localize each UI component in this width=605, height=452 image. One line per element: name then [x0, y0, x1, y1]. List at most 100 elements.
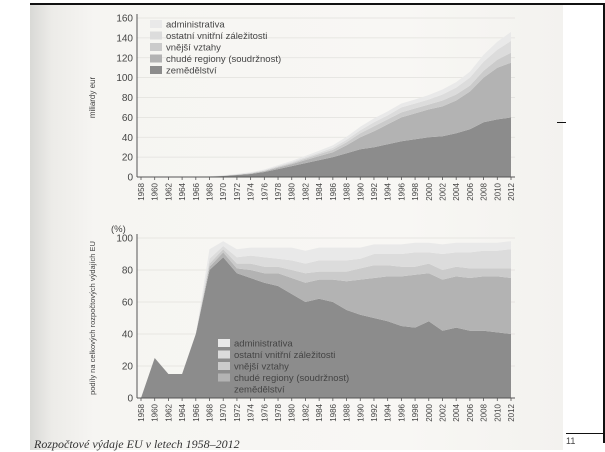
x-tick-label-0: 1976 [260, 182, 269, 200]
y-tick-label-1: 100 [116, 234, 133, 245]
x-tick-label-1: 2010 [493, 403, 502, 421]
legend-swatch-1 [218, 339, 230, 347]
legend-label-0: administrativa [166, 20, 225, 31]
area-ostatní-1 [141, 246, 511, 398]
area-vnější-0 [141, 52, 511, 177]
x-tick-label-0: 1986 [329, 182, 338, 200]
x-tick-label-0: 1982 [301, 182, 310, 200]
y-axis-label-0: miliardy eur [88, 76, 97, 118]
x-tick-label-0: 2004 [452, 182, 461, 200]
x-tick-label-0: 1962 [164, 182, 173, 200]
x-tick-label-1: 2002 [438, 403, 447, 421]
figure-caption: Rozpočtové výdaje EU v letech 1958–2012 [34, 437, 240, 451]
x-tick-label-0: 1994 [384, 182, 393, 200]
legend-label-1: administrativa [234, 339, 293, 350]
x-tick-label-1: 1958 [137, 403, 146, 421]
x-tick-label-0: 2008 [480, 182, 489, 200]
y-tick-label-0: 120 [116, 53, 133, 64]
y-tick-label-0: 0 [127, 173, 133, 184]
legend-swatch-0 [150, 54, 162, 63]
x-tick-label-0: 1966 [192, 182, 201, 200]
x-tick-label-1: 1978 [274, 403, 283, 421]
legend-label-0: vnější vztahy [166, 43, 221, 54]
y-axis-label-1: podíly na celkových rozpočtových výdajíc… [88, 241, 97, 395]
x-tick-label-1: 1988 [343, 403, 352, 421]
legend-swatch-0 [150, 66, 162, 74]
y-tick-label-0: 40 [122, 133, 134, 144]
x-tick-label-1: 1964 [178, 403, 187, 421]
x-tick-label-0: 1970 [219, 182, 228, 200]
y-tick-label-1: 80 [122, 266, 134, 277]
slide-number: 11 [566, 436, 576, 446]
x-tick-label-0: 1998 [411, 182, 420, 200]
legend-swatch-1 [218, 373, 230, 382]
x-tick-label-1: 2012 [507, 403, 516, 421]
unit-label-1: (%) [111, 224, 126, 235]
area-chudé-0 [141, 62, 511, 178]
frame-top-line [30, 3, 605, 5]
x-tick-label-0: 2010 [493, 182, 502, 200]
area-zemědělství-1 [141, 257, 511, 398]
legend-label-0: ostatní vnitřní záležitosti [166, 31, 267, 42]
x-tick-label-0: 2006 [466, 182, 475, 200]
legend-label-1: zemědělství [234, 385, 285, 396]
x-tick-label-1: 1962 [164, 403, 173, 421]
x-tick-label-0: 1984 [315, 182, 324, 200]
legend-label-0: chudé regiony (soudržnost) [166, 54, 281, 65]
x-tick-label-1: 1970 [219, 403, 228, 421]
x-tick-label-1: 1976 [260, 403, 269, 421]
y-tick-label-0: 100 [116, 73, 133, 84]
y-tick-label-1: 20 [122, 362, 134, 373]
area-zemědělství-0 [141, 117, 511, 177]
x-tick-label-0: 2002 [438, 182, 447, 200]
x-tick-label-0: 1992 [370, 182, 379, 200]
y-tick-label-0: 80 [122, 93, 134, 104]
x-tick-label-0: 1964 [178, 182, 187, 200]
y-tick-label-0: 20 [122, 153, 134, 164]
x-tick-label-0: 2012 [507, 182, 516, 200]
x-tick-label-0: 1988 [343, 182, 352, 200]
y-tick-label-1: 0 [127, 394, 133, 405]
legend-label-1: vnější vztahy [234, 362, 289, 373]
area-administrativa-0 [141, 31, 511, 178]
legend-swatch-1 [218, 385, 230, 393]
frame-mark [557, 122, 566, 123]
legend-label-1: chudé regiony (soudržnost) [234, 373, 349, 384]
x-tick-label-1: 1992 [370, 403, 379, 421]
x-tick-label-0: 1980 [288, 182, 297, 200]
x-tick-label-0: 1990 [356, 182, 365, 200]
x-tick-label-1: 1972 [233, 403, 242, 421]
y-tick-label-1: 60 [122, 298, 134, 309]
area-chudé-1 [141, 252, 511, 398]
legend-swatch-0 [150, 43, 162, 51]
x-tick-label-0: 1974 [247, 182, 256, 200]
y-tick-label-0: 60 [122, 113, 134, 124]
x-tick-label-0: 1960 [151, 182, 160, 200]
x-tick-label-0: 1978 [274, 182, 283, 200]
x-tick-label-0: 1972 [233, 182, 242, 200]
x-tick-label-1: 2008 [480, 403, 489, 421]
area-vnější-1 [141, 249, 511, 398]
x-tick-label-1: 2000 [425, 403, 434, 421]
x-tick-label-0: 2000 [425, 182, 434, 200]
x-tick-label-1: 1998 [411, 403, 420, 421]
frame-right-line [603, 3, 605, 443]
legend-label-0: zemědělství [166, 66, 217, 77]
x-tick-label-1: 1996 [397, 403, 406, 421]
y-tick-label-0: 160 [116, 14, 133, 25]
x-tick-label-1: 1966 [192, 403, 201, 421]
x-tick-label-0: 1996 [397, 182, 406, 200]
x-tick-label-1: 1982 [301, 403, 310, 421]
x-tick-label-0: 1958 [137, 182, 146, 200]
x-tick-label-1: 1980 [288, 403, 297, 421]
legend-swatch-0 [150, 31, 162, 40]
legend-swatch-0 [150, 20, 162, 28]
y-tick-label-1: 40 [122, 330, 134, 341]
x-tick-label-1: 1994 [384, 403, 393, 421]
x-tick-label-0: 1968 [206, 182, 215, 200]
x-tick-label-1: 1990 [356, 403, 365, 421]
x-tick-label-1: 1986 [329, 403, 338, 421]
x-tick-label-1: 2006 [466, 403, 475, 421]
y-tick-label-0: 140 [116, 33, 133, 44]
